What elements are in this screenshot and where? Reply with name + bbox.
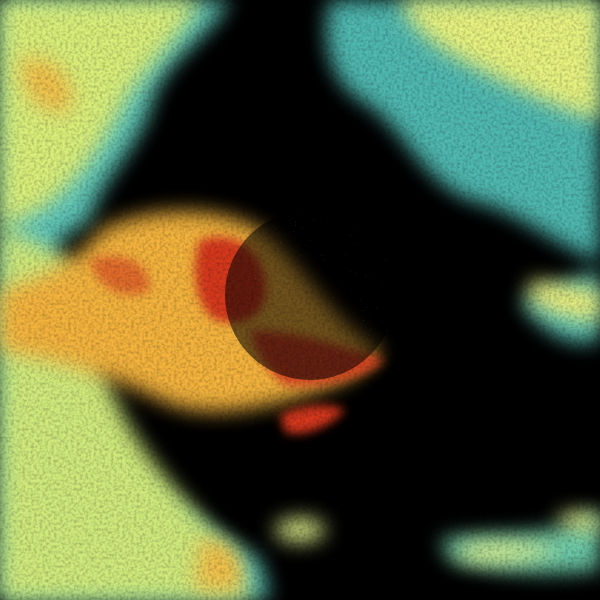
clutter [225, 210, 395, 380]
